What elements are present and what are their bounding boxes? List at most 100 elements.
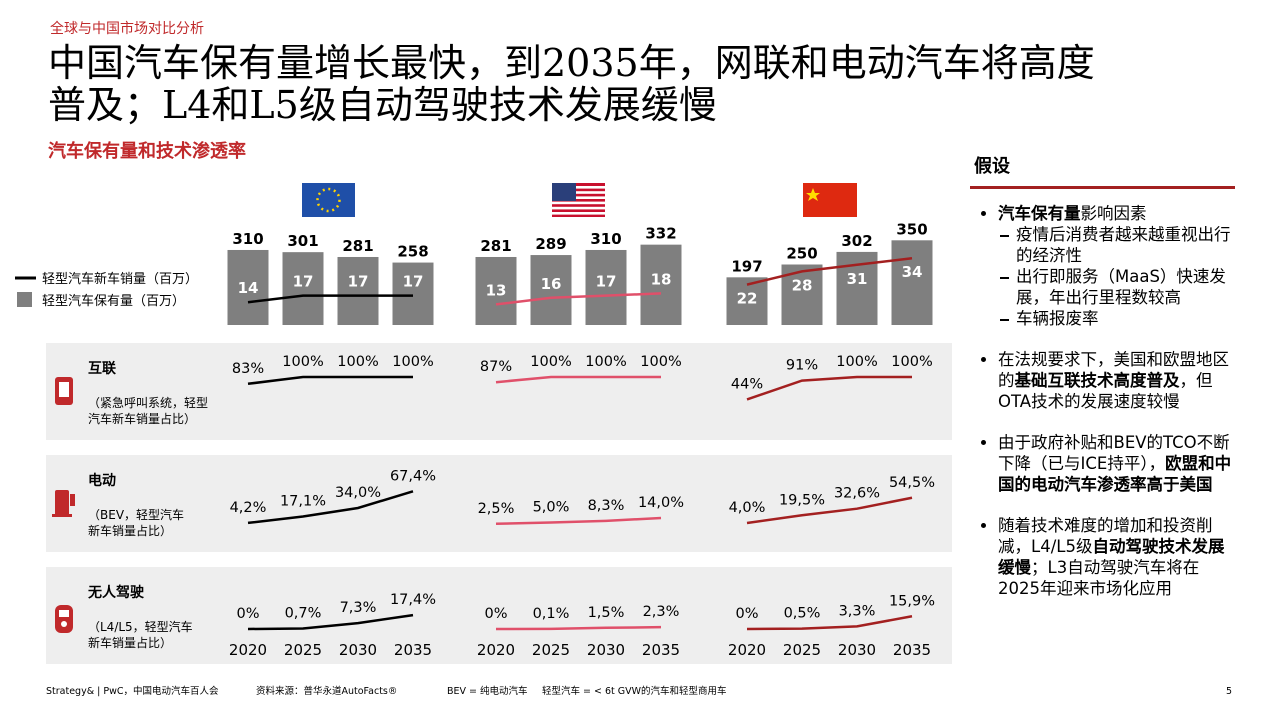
footer-text: BEV = 纯电动汽车 [447,685,528,697]
share-label: 17,4% [390,592,436,608]
sub-item: 车辆报废率 [1000,308,1235,329]
share-label: 17,1% [280,493,326,509]
year-label: 2030 [587,641,625,659]
share-line [247,613,414,631]
stock-bar [530,255,572,325]
share-label: 4,2% [230,500,267,516]
share-label: 15,9% [889,593,935,609]
share-line [746,375,912,401]
share-label: 100% [640,354,681,370]
icon-connect [55,377,73,405]
flag-eu [302,183,355,217]
assumption-list: 汽车保有量影响因素疫情后消费者越来越重视出行的经济性出行即服务（MaaS）快速发… [970,203,1235,599]
section-label: 全球与中国市场对比分析 [50,20,204,37]
stock-label: 301 [287,232,318,250]
year-label: 2020 [477,641,515,659]
share-label: 8,3% [588,498,625,514]
share-label: 0% [484,606,507,622]
share-line [247,375,413,386]
flag-us [552,183,605,217]
share-label: 100% [282,354,323,370]
sales-label: 34 [902,263,923,281]
share-label: 67,4% [390,468,436,484]
stock-bar [392,262,434,325]
stock-bar [891,240,933,325]
share-label: 0,7% [285,605,322,621]
stock-label: 302 [841,232,872,250]
stock-bar [585,249,627,325]
assumption: 随着技术难度的增加和投资削减，L4/L5级自动驾驶技术发展缓慢；L3自动驾驶汽车… [998,515,1235,599]
row-desc: 新车销量占比） [88,523,172,538]
share-label: 0,1% [533,606,570,622]
year-label: 2025 [783,641,821,659]
share-line [495,375,661,384]
year-label: 2030 [838,641,876,659]
sales-label: 13 [486,281,507,299]
share-label: 100% [337,354,378,370]
row-title: 电动 [88,472,116,489]
share-label: 32,6% [834,486,880,502]
row-box [46,567,952,664]
share-label: 83% [232,361,264,377]
assumption-text: 由于政府补贴和BEV的TCO不断下降（已与ICE持平）， [998,433,1230,473]
assumption-text: 影响因素 [1080,204,1147,223]
assumption-text: ，但OTA技术的发展速度较慢 [998,371,1213,411]
sales-label: 28 [792,276,813,294]
legend-label: 轻型汽车新车销量（百万） [42,271,198,287]
sales-label: 31 [847,270,868,288]
assumption-text: ；L3自动驾驶汽车将在2025年迎来市场化应用 [998,558,1200,598]
stock-bar [282,252,324,325]
stock-bar [640,244,682,325]
share-label: 44% [731,376,763,392]
icon-autonomous [55,605,73,633]
sales-label: 17 [596,273,617,291]
year-label: 2030 [339,641,377,659]
sales-label: 17 [403,273,424,291]
share-line [495,516,662,525]
stock-label: 310 [232,230,263,248]
share-label: 91% [786,358,818,374]
stock-label: 281 [480,237,511,255]
sales-label: 16 [541,275,562,293]
year-label: 2035 [394,641,432,659]
sales-line [247,294,413,304]
assumption-text: 基础互联技术高度普及 [1014,371,1180,390]
share-label: 14,0% [638,495,684,511]
assumption-text: 汽车保有量 [998,204,1081,223]
stock-label: 332 [645,225,676,243]
share-label: 100% [392,354,433,370]
row-box [46,455,952,552]
stock-label: 250 [786,245,817,263]
share-label: 2,3% [643,604,680,620]
stock-bar [726,277,768,325]
sales-label: 17 [293,273,314,291]
stock-label: 350 [896,220,927,238]
assumptions-panel: 假设 汽车保有量影响因素疫情后消费者越来越重视出行的经济性出行即服务（MaaS）… [970,150,1235,619]
assumption-text: 随着技术难度的增加和投资削减，L4/L5级 [998,516,1213,556]
share-line [746,615,913,631]
assumption-text: 欧盟和中国的电动汽车渗透率高于美国 [998,454,1232,494]
share-label: 100% [891,354,932,370]
share-label: 5,0% [533,500,570,516]
share-label: 2,5% [478,501,515,517]
sales-label: 14 [238,279,259,297]
share-label: 100% [836,354,877,370]
row-desc: （L4/L5，轻型汽车 [88,619,193,634]
flag-cn [803,183,857,217]
footer-text: Strategy& | PwC，中国电动汽车百人会 [46,685,219,697]
share-label: 0,5% [784,606,821,622]
share-label: 1,5% [588,605,625,621]
share-line [247,490,414,525]
sub-item: 出行即服务（MaaS）快速发展，年出行里程数较高 [1000,266,1235,308]
share-label: 54,5% [889,475,935,491]
stock-bar [337,256,379,325]
year-label: 2035 [642,641,680,659]
share-line [495,625,662,631]
sales-line [495,292,662,306]
share-label: 3,3% [839,603,876,619]
share-label: 87% [480,359,512,375]
share-label: 100% [530,354,571,370]
footer-text: 资料来源：普华永道AutoFacts® [256,685,397,697]
